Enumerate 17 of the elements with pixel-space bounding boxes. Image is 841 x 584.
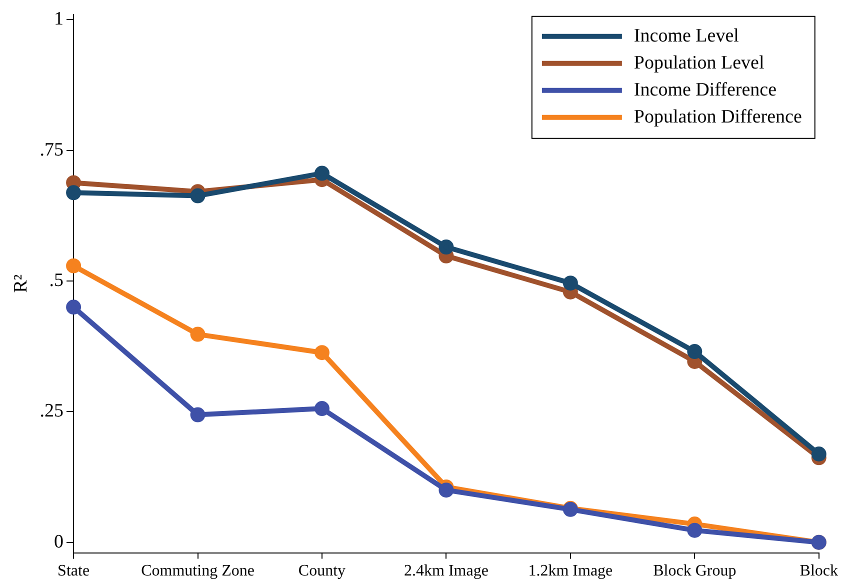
y-tick-label: .25 [40,400,64,422]
x-tick-label: State [58,562,90,580]
legend-label: Population Difference [634,106,802,128]
y-axis-title: R² [10,274,32,293]
x-tick-label: Block Group [653,562,736,580]
legend-label: Income Difference [634,79,777,100]
y-tick-label: 1 [54,8,64,30]
x-tick-label: County [298,562,346,580]
x-tick-label: Block [800,562,838,580]
legend-label: Income Level [634,25,739,46]
y-tick-label: .75 [40,139,64,160]
x-tick-label: 2.4km Image [404,562,488,580]
y-tick-label: 0 [54,531,64,552]
legend-label: Population Level [634,52,764,74]
x-tick-label: 1.2km Image [528,562,613,580]
x-tick-label: Commuting Zone [141,562,254,580]
y-tick-label: .5 [49,270,64,291]
